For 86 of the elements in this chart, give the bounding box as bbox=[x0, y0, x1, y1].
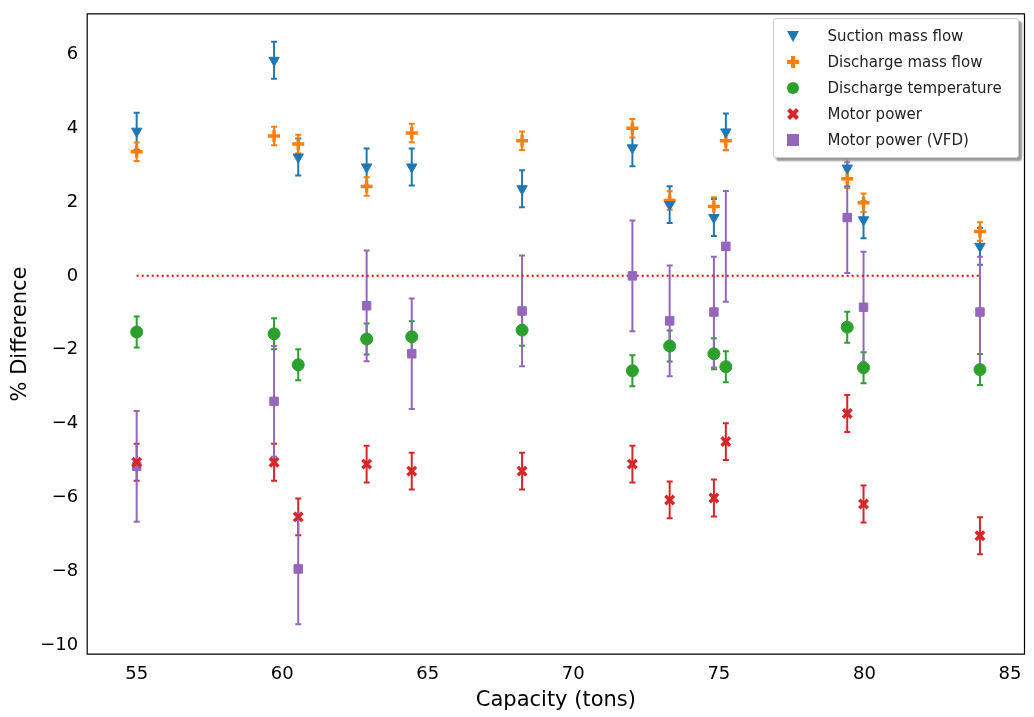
point bbox=[360, 458, 373, 471]
point bbox=[664, 316, 675, 326]
point bbox=[663, 493, 676, 506]
point bbox=[517, 306, 527, 316]
point bbox=[841, 164, 853, 175]
y-tick-label: −10 bbox=[40, 632, 79, 654]
point bbox=[719, 360, 733, 374]
point bbox=[707, 492, 720, 505]
point bbox=[720, 128, 732, 139]
point bbox=[624, 120, 641, 136]
point bbox=[514, 133, 530, 149]
point bbox=[973, 529, 986, 542]
y-tick-label: 4 bbox=[66, 115, 79, 137]
point bbox=[626, 458, 639, 471]
point bbox=[858, 302, 869, 312]
point bbox=[721, 241, 731, 252]
point bbox=[855, 195, 872, 211]
point bbox=[972, 223, 988, 240]
point bbox=[975, 307, 985, 317]
y-tick-label: −2 bbox=[51, 337, 79, 359]
legend-label: Discharge temperature bbox=[827, 78, 1002, 97]
point bbox=[268, 456, 281, 469]
x-tick-label: 85 bbox=[998, 661, 1022, 683]
x-tick-label: 80 bbox=[852, 661, 876, 683]
point bbox=[128, 144, 145, 160]
point bbox=[130, 127, 143, 138]
point bbox=[358, 178, 375, 195]
point bbox=[290, 136, 306, 152]
point bbox=[718, 133, 734, 149]
point bbox=[361, 301, 372, 311]
point bbox=[974, 242, 986, 253]
point bbox=[267, 327, 281, 341]
point bbox=[405, 330, 419, 344]
point bbox=[663, 339, 677, 353]
x-tick-label: 60 bbox=[270, 661, 294, 683]
y-tick-label: −8 bbox=[51, 558, 79, 580]
point bbox=[404, 125, 420, 141]
point bbox=[708, 214, 720, 225]
point bbox=[130, 456, 143, 469]
point bbox=[516, 465, 529, 478]
x-tick-label: 75 bbox=[707, 661, 731, 683]
point bbox=[842, 212, 852, 223]
point bbox=[626, 144, 639, 155]
legend-label: Motor power bbox=[827, 104, 922, 123]
point bbox=[515, 323, 529, 337]
x-axis-title: Capacity (tons) bbox=[475, 686, 636, 711]
point bbox=[625, 364, 639, 378]
point bbox=[663, 201, 676, 212]
x-tick-label: 55 bbox=[125, 661, 149, 683]
x-tick-label: 70 bbox=[561, 661, 585, 683]
point bbox=[291, 358, 305, 372]
point bbox=[707, 347, 721, 361]
point bbox=[405, 465, 418, 478]
point bbox=[973, 363, 987, 377]
point bbox=[266, 128, 282, 144]
y-tick-label: −6 bbox=[51, 485, 79, 506]
y-axis-title: % Difference bbox=[7, 266, 32, 402]
y-tick-label: 2 bbox=[66, 189, 79, 211]
point bbox=[709, 307, 719, 317]
point bbox=[292, 510, 305, 523]
point bbox=[840, 320, 854, 334]
point bbox=[407, 349, 417, 359]
point bbox=[268, 56, 280, 67]
x-tick-label: 65 bbox=[416, 661, 440, 683]
point bbox=[841, 407, 854, 420]
legend-label: Suction mass flow bbox=[827, 26, 964, 45]
point bbox=[719, 435, 732, 448]
point bbox=[839, 171, 855, 187]
point bbox=[627, 271, 638, 281]
point bbox=[706, 198, 722, 215]
point bbox=[360, 163, 373, 174]
point bbox=[406, 163, 418, 174]
y-tick-label: 0 bbox=[66, 263, 79, 285]
y-tick-label: 6 bbox=[66, 42, 79, 64]
point bbox=[292, 153, 304, 164]
y-tick-label: −4 bbox=[51, 411, 79, 433]
legend-label: Discharge mass flow bbox=[827, 52, 983, 71]
point bbox=[857, 497, 870, 510]
point bbox=[269, 396, 279, 407]
point bbox=[130, 325, 144, 339]
point bbox=[293, 564, 303, 574]
point bbox=[857, 216, 870, 227]
point bbox=[360, 332, 374, 346]
legend-label: Motor power (VFD) bbox=[827, 130, 969, 149]
point bbox=[857, 361, 871, 375]
point bbox=[516, 185, 528, 196]
